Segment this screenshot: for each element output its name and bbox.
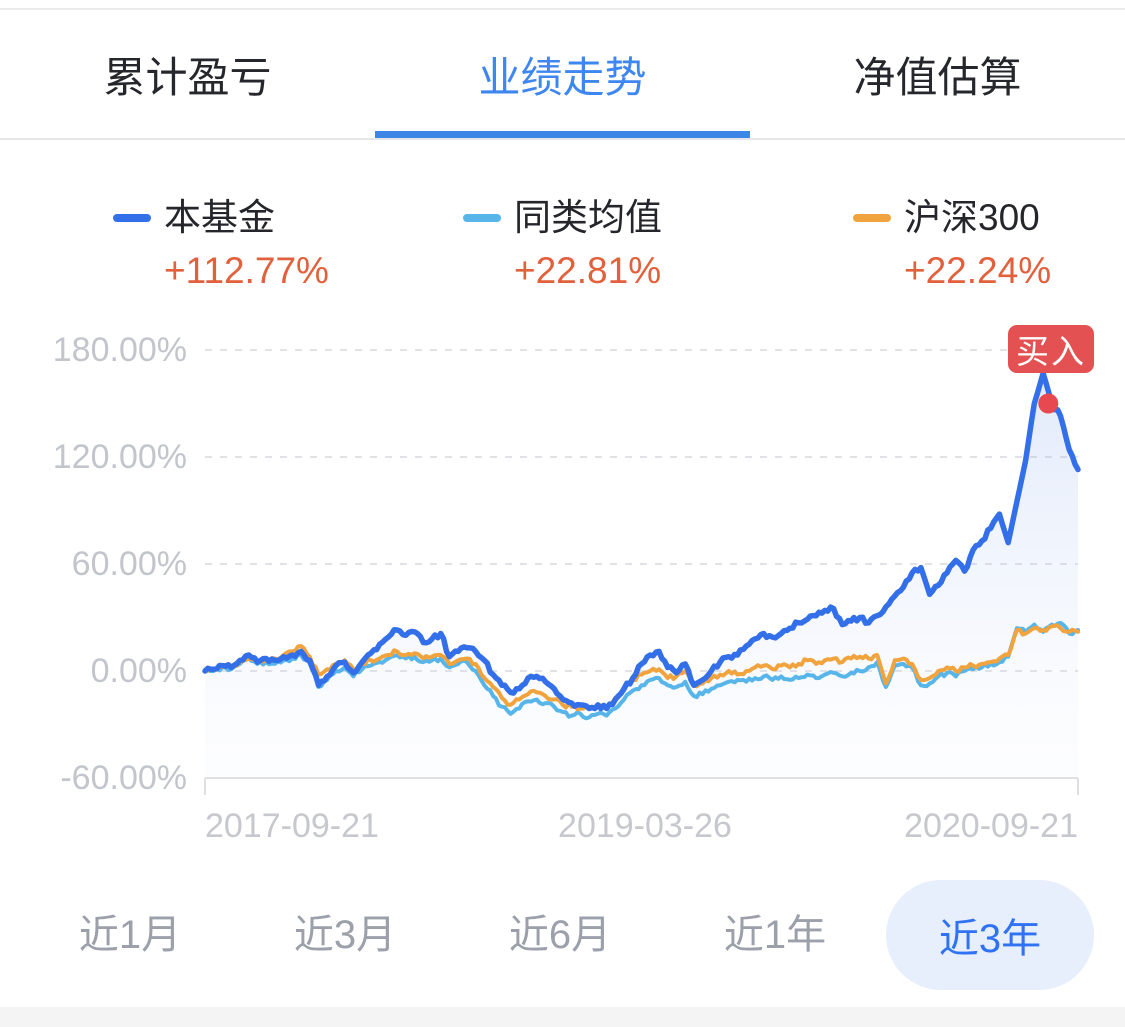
y-axis-label-0: 0.00%	[90, 652, 187, 690]
range-button-3m[interactable]: 近3月	[293, 913, 397, 957]
range-button-label: 近3年	[938, 917, 1042, 961]
legend-item-peer-average: 同类均值 +22.81%	[463, 196, 662, 293]
legend-name: 沪深300	[904, 197, 1040, 238]
buy-marker-label: 买入	[1016, 333, 1086, 370]
range-button-1m[interactable]: 近1月	[78, 913, 182, 957]
fund-line	[202, 370, 1081, 712]
tab-bar-divider	[0, 138, 1125, 140]
legend-value: +112.77%	[164, 250, 329, 291]
y-axis-label-neg60: -60.00%	[60, 759, 187, 797]
fund-area-fill	[205, 373, 1078, 778]
x-axis-label-end: 2020-09-21	[904, 807, 1078, 845]
legend-value: +22.81%	[514, 250, 662, 291]
tab-label: 业绩走势	[478, 53, 647, 101]
x-axis-label-start: 2017-09-21	[205, 807, 379, 845]
tab-bar: 累计盈亏 业绩走势 净值估算	[0, 10, 1125, 138]
top-divider	[0, 8, 1125, 10]
legend-name: 同类均值	[514, 197, 662, 238]
csi300-line-swatch	[853, 214, 891, 222]
tab-cumulative-pnl[interactable]: 累计盈亏	[0, 10, 375, 138]
legend-name: 本基金	[164, 197, 275, 238]
y-axis-label-60: 60.00%	[71, 545, 187, 583]
tab-nav-estimate[interactable]: 净值估算	[750, 10, 1125, 138]
buy-marker-badge[interactable]: 买入	[1008, 325, 1094, 373]
legend-value: +22.24%	[904, 250, 1052, 291]
y-axis-label-120: 120.00%	[52, 438, 187, 476]
csi300-line	[203, 623, 1080, 712]
buy-point-dot	[1038, 393, 1059, 414]
range-button-3y-active[interactable]: 近3年	[886, 880, 1094, 990]
range-button-6m[interactable]: 近6月	[508, 913, 612, 957]
tab-label: 累计盈亏	[103, 53, 272, 101]
y-axis-label-180: 180.00%	[52, 331, 187, 369]
range-button-1y[interactable]: 近1年	[723, 913, 827, 957]
legend-item-csi300: 沪深300 +22.24%	[853, 196, 1051, 293]
x-axis-label-mid: 2019-03-26	[558, 807, 732, 845]
peer-average-line-swatch	[463, 214, 501, 222]
bottom-section-divider	[0, 1007, 1125, 1027]
legend-item-fund: 本基金 +112.77%	[113, 196, 329, 293]
tab-label: 净值估算	[853, 53, 1022, 101]
active-tab-underline	[375, 131, 750, 138]
fund-line-swatch	[113, 214, 151, 222]
tab-performance-trend[interactable]: 业绩走势	[375, 10, 750, 138]
